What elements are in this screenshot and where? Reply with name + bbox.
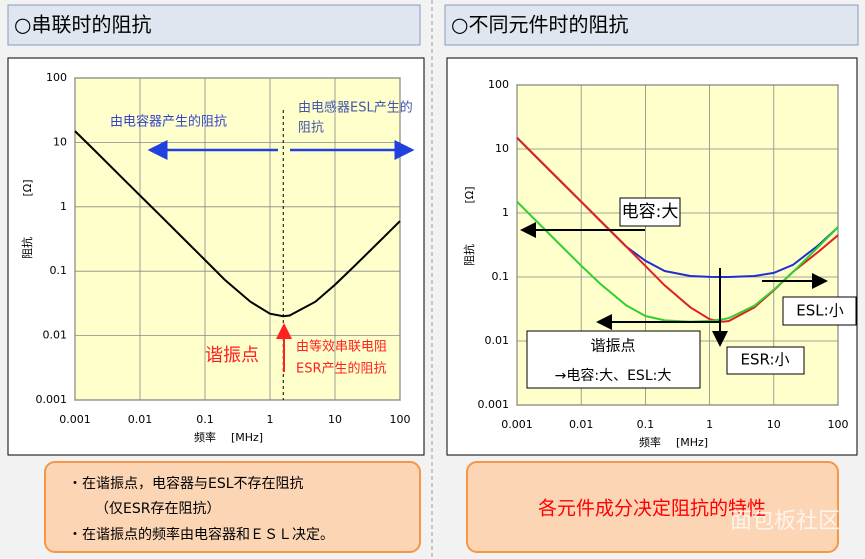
- note-text: ・在谐振点的频率由电容器和ＥＳＬ决定。: [68, 526, 334, 543]
- note-text: （仅ESR存在阻抗）: [95, 501, 220, 517]
- x-tick-label: 0.01: [569, 418, 594, 431]
- y-tick-label: 0.1: [50, 264, 68, 277]
- annotation: 由电感器ESL产生的: [298, 100, 413, 116]
- note-box: [466, 461, 839, 553]
- note-text: ・在谐振点，电容器与ESL不存在阻抗: [68, 475, 304, 492]
- annotation: →电容:大、ESL:大: [555, 367, 672, 384]
- y-axis-label: 阻抗: [20, 237, 34, 259]
- x-tick-label: 10: [328, 413, 342, 426]
- y-tick-label: 0.001: [478, 398, 510, 411]
- watermark: 面包板社区: [730, 509, 840, 534]
- y-tick-label: 0.01: [485, 334, 510, 347]
- x-axis-label: 频率: [639, 435, 661, 449]
- annotation-box: [726, 346, 805, 375]
- x-tick-label: 0.1: [196, 413, 214, 426]
- y-tick-label: 10: [495, 142, 509, 155]
- y-tick-label: 100: [488, 78, 509, 91]
- annotation-box: [526, 330, 701, 389]
- annotation-box: [619, 197, 681, 227]
- y-axis-unit: [Ω]: [21, 180, 34, 197]
- annotation: ESR:小: [740, 351, 789, 369]
- y-tick-label: 10: [53, 135, 67, 148]
- x-tick-label: 0.001: [59, 413, 91, 426]
- x-tick-label: 1: [267, 413, 274, 426]
- annotation: 谐振点: [590, 337, 635, 355]
- y-tick-label: 0.1: [492, 270, 510, 283]
- annotation: 由等效串联电阻: [296, 339, 387, 355]
- y-axis-label: 阻抗: [462, 244, 476, 266]
- annotation: 电容:大: [622, 202, 679, 222]
- y-tick-label: 1: [502, 206, 509, 219]
- y-axis-unit: [Ω]: [463, 187, 476, 204]
- x-axis-label: 频率: [194, 430, 216, 444]
- annotation: ESR产生的阻抗: [296, 361, 387, 377]
- y-tick-label: 0.01: [43, 329, 68, 342]
- x-axis-unit: [MHz]: [676, 436, 708, 449]
- plot-area: [74, 77, 401, 401]
- annotation-box: [782, 296, 857, 326]
- panel-title: ○不同元件时的阻抗: [451, 13, 628, 37]
- series-line: [74, 130, 401, 318]
- annotation: 谐振点: [205, 345, 259, 366]
- header-box: [7, 4, 421, 46]
- note-text: 各元件成分决定阻抗的特性: [538, 498, 766, 520]
- header-box: [444, 4, 859, 46]
- x-axis-unit: [MHz]: [231, 431, 263, 444]
- x-tick-label: 100: [390, 413, 411, 426]
- annotation: 由电容器产生的阻抗: [110, 114, 227, 130]
- x-tick-label: 1: [706, 418, 713, 431]
- x-tick-label: 0.001: [501, 418, 533, 431]
- x-tick-label: 10: [767, 418, 781, 431]
- x-tick-label: 0.01: [128, 413, 153, 426]
- y-tick-label: 0.001: [36, 393, 68, 406]
- x-tick-label: 100: [828, 418, 849, 431]
- y-tick-label: 1: [60, 200, 67, 213]
- note-box: [44, 461, 421, 553]
- y-tick-label: 100: [46, 71, 67, 84]
- annotation: 阻抗: [298, 121, 324, 136]
- x-tick-label: 0.1: [637, 418, 655, 431]
- annotation: ESL:小: [796, 302, 843, 320]
- panel-title: ○串联时的阻抗: [14, 13, 151, 37]
